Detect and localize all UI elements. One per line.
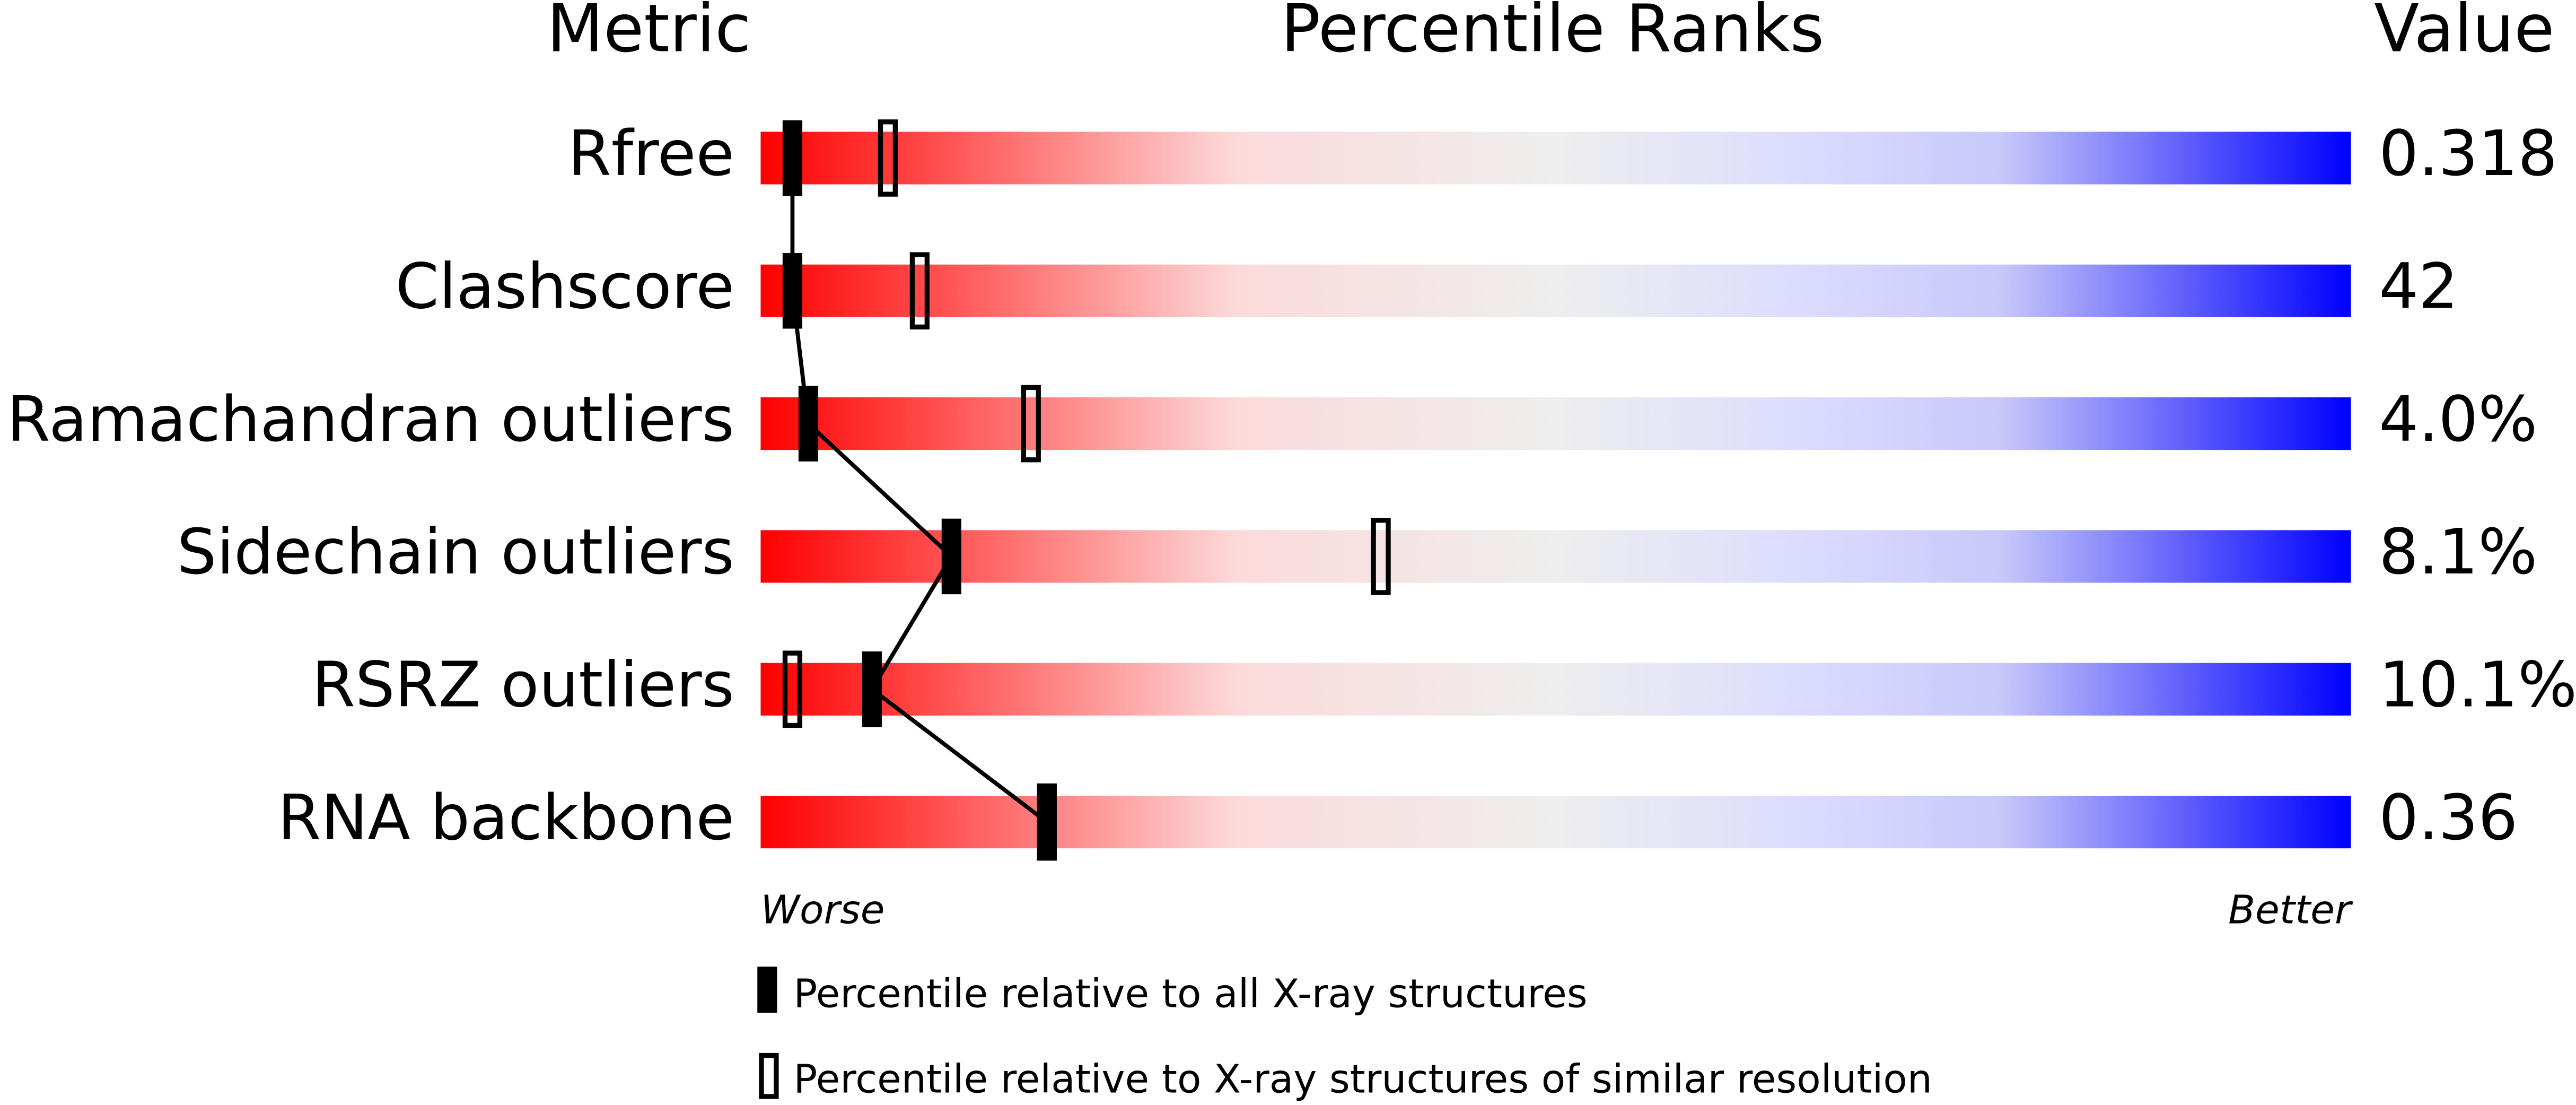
- metric-value: 0.318: [2379, 117, 2557, 190]
- all-marker: [782, 120, 803, 196]
- all-marker: [1037, 784, 1057, 860]
- similar-marker: [878, 119, 898, 197]
- metric-label: Rfree: [568, 117, 734, 190]
- legend-filled-icon: [757, 967, 777, 1013]
- header-percentile: Percentile Ranks: [1281, 0, 1824, 67]
- similar-marker: [1371, 518, 1391, 595]
- metric-value: 0.36: [2379, 781, 2518, 854]
- all-marker: [862, 651, 882, 727]
- similar-marker: [782, 650, 803, 728]
- metric-label: Clashscore: [396, 250, 734, 323]
- header-value: Value: [2374, 0, 2554, 67]
- metric-value: 8.1%: [2379, 516, 2537, 588]
- metric-label: RNA backbone: [278, 781, 734, 854]
- similar-marker: [1021, 385, 1041, 463]
- metric-value: 42: [2379, 250, 2458, 323]
- worse-label: Worse: [760, 887, 884, 933]
- metric-label: Sidechain outliers: [177, 516, 734, 588]
- gradient-bar: [760, 264, 2351, 317]
- all-marker: [941, 518, 961, 595]
- similar-marker: [909, 252, 930, 330]
- all-marker: [782, 253, 803, 329]
- metric-value: 4.0%: [2379, 383, 2537, 456]
- header-metric: Metric: [547, 0, 751, 67]
- metric-label: RSRZ outliers: [312, 648, 734, 721]
- gradient-bar: [760, 132, 2351, 185]
- better-label: Better: [2228, 887, 2353, 933]
- legend-open-icon: [759, 1052, 779, 1099]
- connector-line: [790, 158, 1048, 824]
- legend-similar: Percentile relative to X-ray structures …: [793, 1056, 1932, 1102]
- gradient-bar: [760, 663, 2351, 716]
- metric-value: 10.1%: [2379, 648, 2576, 721]
- gradient-bar: [760, 530, 2351, 583]
- gradient-bar: [760, 397, 2351, 450]
- legend-all: Percentile relative to all X-ray structu…: [793, 971, 1587, 1017]
- gradient-bar: [760, 796, 2351, 849]
- metric-label: Ramachandran outliers: [7, 383, 734, 456]
- all-marker: [798, 386, 819, 462]
